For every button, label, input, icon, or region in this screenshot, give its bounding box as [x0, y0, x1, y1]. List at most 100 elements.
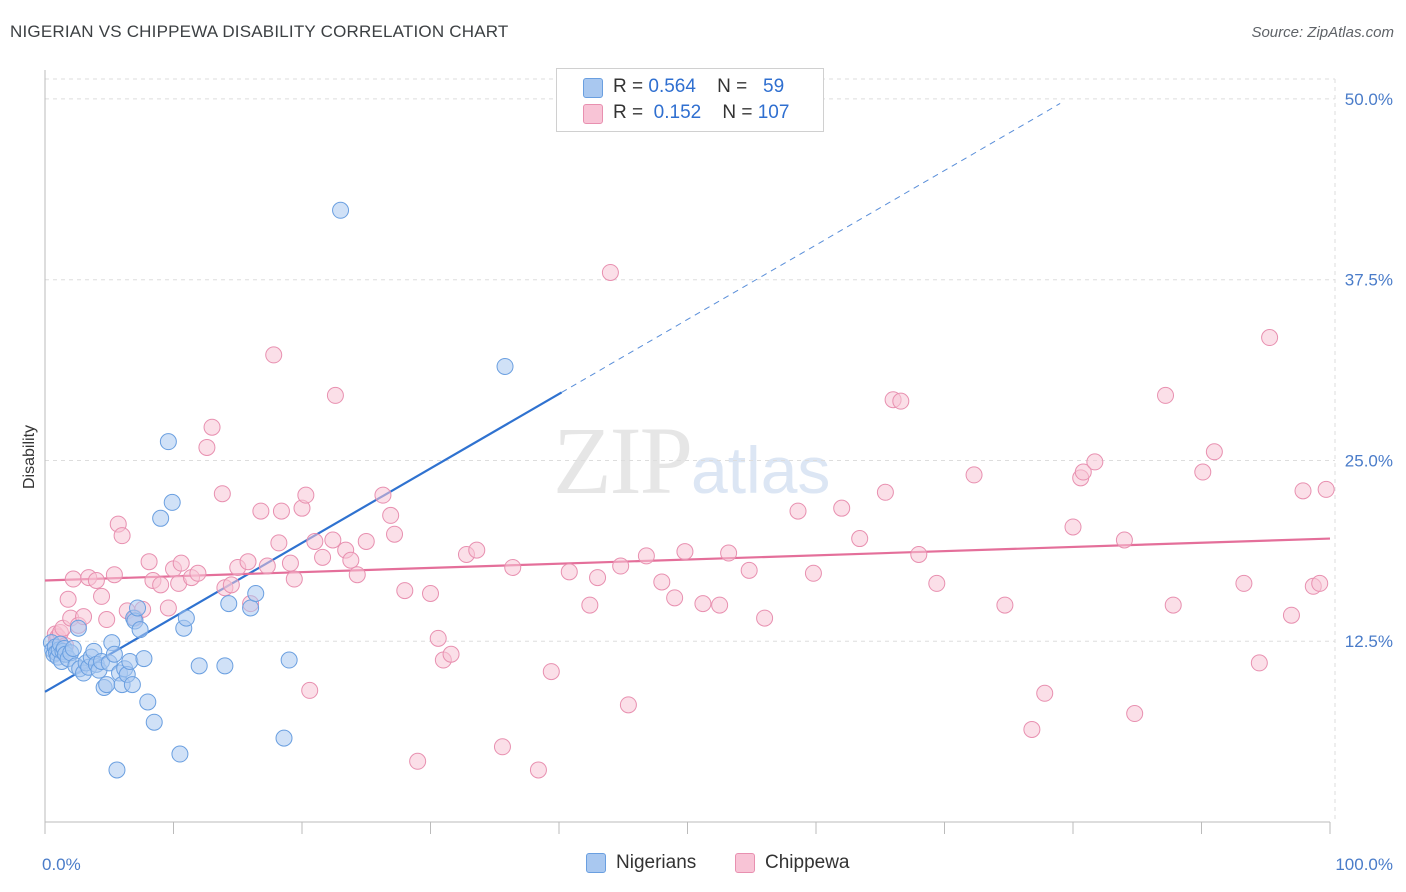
chippewa-point-110	[1250, 654, 1268, 672]
nigerians-point-53	[220, 595, 238, 613]
nigerians-point-42	[135, 650, 153, 668]
chippewa-point-34	[222, 576, 240, 594]
chippewa-point-94	[928, 574, 946, 592]
chippewa-point-29	[189, 564, 207, 582]
chippewa-point-24	[159, 599, 177, 617]
legend-n-label: N =	[717, 76, 748, 97]
chippewa-point-67	[493, 738, 511, 756]
nigerians-point-14	[64, 639, 82, 657]
chippewa-point-92	[892, 392, 910, 410]
nigerians-point-44	[145, 713, 163, 731]
x-tick-label-0: 0.0%	[42, 855, 81, 874]
y-tick-label-1: 25.0%	[1345, 451, 1393, 470]
nigerians-point-59	[496, 357, 514, 375]
chippewa-point-43	[281, 554, 299, 572]
chippewa-point-104	[1126, 705, 1144, 723]
nigerians-point-16	[69, 619, 87, 637]
nigerians-point-46	[159, 433, 177, 451]
nigerians-point-48	[171, 745, 189, 763]
nigerians-point-52	[216, 657, 234, 675]
chippewa-point-82	[711, 596, 729, 614]
chippewa-point-46	[297, 486, 315, 504]
nigerians-point-47	[163, 493, 181, 511]
chippewa-point-80	[676, 543, 694, 561]
bottom-legend-swatch-chippewa	[735, 853, 755, 873]
chippewa-point-83	[720, 544, 738, 562]
source-label: Source: ZipAtlas.com	[1251, 24, 1394, 41]
chippewa-point-69	[529, 761, 547, 779]
chippewa-point-31	[203, 418, 221, 436]
y-tick-label-3: 50.0%	[1345, 90, 1393, 109]
chippewa-point-111	[1261, 329, 1279, 347]
chippewa-point-76	[619, 696, 637, 714]
bottom-legend-label-nigerians: Nigerians	[616, 852, 697, 873]
chippewa-point-40	[265, 346, 283, 364]
watermark-atlas: atlas	[691, 433, 831, 507]
nigerians-point-50	[177, 609, 195, 627]
nigerians-trendline-extension	[561, 103, 1061, 393]
nigerians-point-43	[139, 693, 157, 711]
chippewa-point-85	[756, 609, 774, 627]
chippewa-point-55	[357, 532, 375, 550]
chippewa-point-32	[213, 485, 231, 503]
chippewa-point-44	[285, 570, 303, 588]
chippewa-point-103	[1115, 531, 1133, 549]
chippewa-point-87	[804, 564, 822, 582]
chippewa-point-115	[1311, 574, 1329, 592]
chippewa-point-101	[1074, 463, 1092, 481]
y-tick-label-2: 37.5%	[1345, 271, 1393, 290]
chippewa-point-39	[258, 557, 276, 575]
bottom-legend-swatch-nigerians	[586, 853, 606, 873]
nigerians-point-37	[123, 676, 141, 694]
nigerians-point-51	[190, 657, 208, 675]
nigerians-point-31	[108, 761, 126, 779]
chippewa-point-84	[740, 561, 758, 579]
bottom-legend-label-chippewa: Chippewa	[765, 852, 850, 873]
chippewa-point-42	[272, 502, 290, 520]
chippewa-point-51	[326, 386, 344, 404]
axes	[44, 70, 1331, 834]
legend-n-value-chippewa: 107	[757, 102, 790, 123]
chippewa-point-106	[1164, 596, 1182, 614]
axis-labels: 12.5% 25.0% 37.5% 50.0% 0.0% 100.0% Disability	[21, 90, 1393, 874]
chippewa-point-88	[833, 499, 851, 517]
chippewa-point-112	[1282, 606, 1300, 624]
nigerians-point-36	[121, 652, 139, 670]
legend-n-label: N =	[722, 102, 753, 123]
legend-swatch-chippewa	[583, 104, 603, 124]
nigerians-point-27	[98, 676, 116, 694]
chippewa-point-78	[653, 573, 671, 591]
chippewa-point-64	[442, 645, 460, 663]
chippewa-point-90	[876, 483, 894, 501]
chippewa-point-66	[468, 541, 486, 559]
legend-r-value-nigerians: 0.564	[648, 76, 696, 97]
chippewa-point-79	[666, 589, 684, 607]
chippewa-point-56	[374, 486, 392, 504]
chippewa-point-95	[965, 466, 983, 484]
chippewa-point-105	[1157, 386, 1175, 404]
chippewa-point-15	[105, 566, 123, 584]
chippewa-point-61	[422, 585, 439, 603]
chippewa-point-53	[342, 551, 360, 569]
chippewa-point-8	[64, 570, 82, 588]
chippewa-point-81	[694, 595, 712, 613]
chippewa-point-38	[252, 502, 270, 520]
chippewa-point-54	[348, 566, 366, 584]
trendlines	[44, 103, 1331, 693]
chippewa-point-21	[140, 553, 158, 571]
chippewa-point-75	[612, 557, 630, 575]
chippewa-point-58	[386, 525, 404, 543]
chippewa-point-109	[1235, 574, 1253, 592]
chippewa-point-41	[270, 534, 288, 552]
chart-title: NIGERIAN VS CHIPPEWA DISABILITY CORRELAT…	[10, 22, 509, 41]
chippewa-point-89	[851, 530, 869, 548]
chippewa-point-62	[429, 629, 447, 647]
chippewa-point-113	[1294, 482, 1312, 500]
chippewa-point-12	[87, 571, 105, 589]
nigerians-trendline	[44, 391, 563, 693]
chippewa-point-72	[581, 596, 599, 614]
legend-r-value-chippewa: 0.152	[653, 102, 702, 123]
chippewa-point-59	[396, 582, 414, 600]
chippewa-point-17	[113, 527, 131, 545]
